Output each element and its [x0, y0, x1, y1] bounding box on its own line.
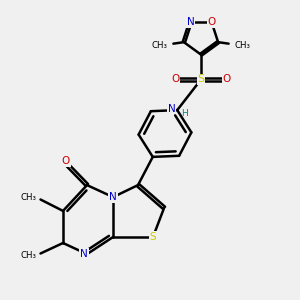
Text: O: O [222, 74, 231, 85]
Text: CH₃: CH₃ [152, 41, 167, 50]
Text: N: N [109, 192, 117, 202]
Text: O: O [62, 156, 70, 167]
Text: N: N [80, 249, 88, 259]
Text: H: H [182, 109, 188, 118]
Text: N: N [187, 17, 194, 27]
Text: N: N [168, 103, 176, 114]
Text: O: O [171, 74, 180, 85]
Text: CH₃: CH₃ [235, 41, 250, 50]
Text: S: S [197, 74, 205, 85]
Text: CH₃: CH₃ [20, 251, 36, 260]
Text: CH₃: CH₃ [20, 193, 36, 202]
Text: S: S [150, 232, 156, 242]
Text: O: O [208, 17, 216, 27]
